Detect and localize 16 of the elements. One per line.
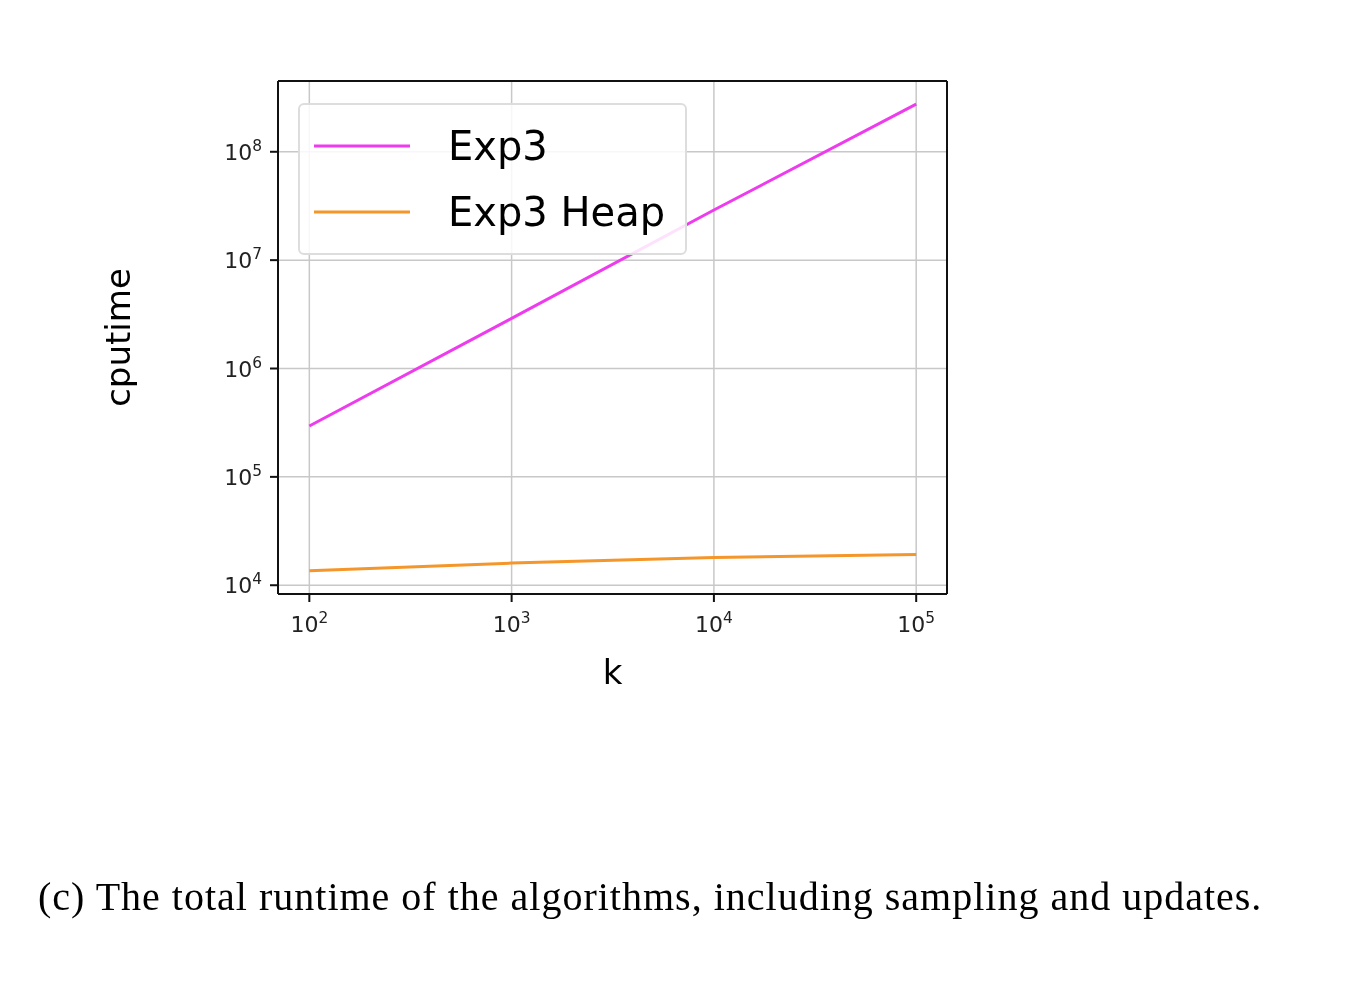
line-series: [307, 553, 918, 573]
y-tick-label: 10$^{6}$: [224, 353, 262, 382]
legend-label: Exp3: [448, 123, 548, 169]
legend-label: Exp3 Heap: [448, 189, 666, 235]
line-series: [307, 102, 918, 428]
x-tick-label: 10$^{2}$: [290, 609, 329, 637]
x-axis-title: k: [602, 652, 623, 692]
text: (c) The total runtime of the algorithms, including sampling and updates.: [38, 873, 1264, 921]
y-tick-label: 10$^{8}$: [224, 136, 262, 165]
y-axis-title: cputime: [98, 268, 139, 407]
x-tick-label: 10$^{5}$: [897, 609, 936, 637]
y-tick-label: 10$^{5}$: [224, 461, 262, 490]
x-tick-label: 10$^{3}$: [492, 609, 531, 637]
y-tick-label: 10$^{7}$: [224, 245, 262, 274]
x-tick-label: 10$^{4}$: [695, 609, 733, 637]
y-tick-label: 10$^{4}$: [224, 570, 262, 599]
